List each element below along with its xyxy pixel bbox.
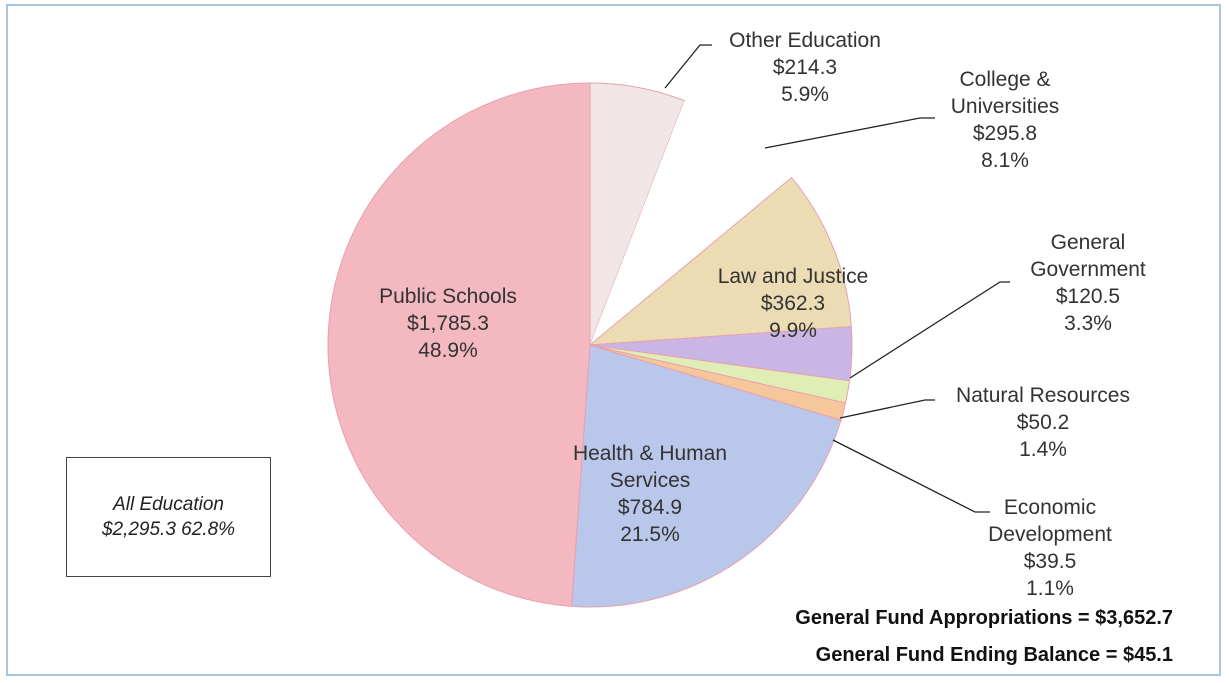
slice-label: Natural Resources $50.2 1.4% xyxy=(913,382,1173,463)
pie-slice xyxy=(590,100,792,345)
footnote: General Fund Appropriations = $3,652.7 xyxy=(795,607,1173,629)
slice-label: Law and Justice $362.3 9.9% xyxy=(683,263,903,344)
category-label: College & Universities xyxy=(950,68,1060,118)
percent-label: 8.1% xyxy=(981,149,1029,172)
value-label: $120.5 xyxy=(1055,285,1121,308)
slice-label: Public Schools $1,785.3 48.9% xyxy=(338,283,558,364)
percent-label: 48.9% xyxy=(418,339,478,362)
percent-label: 1.1% xyxy=(1026,577,1074,600)
percent-label: 3.3% xyxy=(1064,312,1112,335)
value-label: $1,785.3 xyxy=(407,312,489,335)
percent-label: 9.9% xyxy=(769,319,817,342)
category-label: Health & Human Services xyxy=(572,442,728,492)
percent-label: 1.4% xyxy=(1019,438,1067,461)
pie-slice xyxy=(570,344,842,608)
percent-label: 5.9% xyxy=(781,83,829,106)
pie-slice xyxy=(327,82,591,607)
value-label: $39.5 xyxy=(1023,550,1077,573)
value-label: $214.3 xyxy=(772,56,838,79)
leader-line xyxy=(664,44,712,89)
footnote: General Fund Ending Balance = $45.1 xyxy=(815,644,1173,666)
annotation: All Education $2,295.3 62.8% xyxy=(101,494,236,540)
frame xyxy=(6,4,1221,676)
category-label: Other Education xyxy=(729,29,881,52)
category-label: Public Schools xyxy=(379,285,517,308)
slice-label: College & Universities $295.8 8.1% xyxy=(925,66,1085,174)
category-label: General Government xyxy=(1030,231,1146,281)
leader-line xyxy=(839,399,935,419)
category-label: Economic Development xyxy=(988,496,1112,546)
category-label: Natural Resources xyxy=(956,384,1130,407)
value-label: $295.8 xyxy=(972,122,1038,145)
leader-line xyxy=(832,439,990,513)
slice-label: Health & Human Services $784.9 21.5% xyxy=(550,440,750,548)
leader-line xyxy=(849,281,1010,379)
slice-label: Economic Development $39.5 1.1% xyxy=(965,494,1135,602)
slice-label: General Government $120.5 3.3% xyxy=(1003,229,1173,337)
percent-label: 21.5% xyxy=(620,523,680,546)
value-label: $362.3 xyxy=(760,292,826,315)
value-label: $784.9 xyxy=(617,496,683,519)
pie-slice xyxy=(588,176,852,346)
category-label: Law and Justice xyxy=(717,265,869,288)
value-label: $50.2 xyxy=(1016,411,1070,434)
slice-label: Other Education $214.3 5.9% xyxy=(675,27,935,108)
leader-line xyxy=(764,117,935,149)
annotation-box: All Education $2,295.3 62.8% xyxy=(66,457,271,577)
